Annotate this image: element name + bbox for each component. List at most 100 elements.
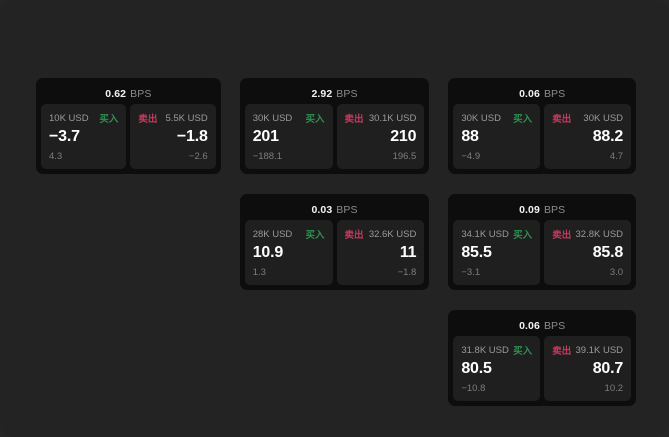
card-header: 0.06 BPS <box>453 315 631 336</box>
card-body: 34.1K USD 买入 85.5 −3.1 卖出 32.8 <box>453 220 632 285</box>
buy-price-row: 85.5 <box>461 243 532 263</box>
sell-tag: 卖出 <box>552 114 572 125</box>
buy-price: 201 <box>252 128 279 145</box>
sell-tag: 卖出 <box>552 346 572 357</box>
sell-delta-row: −2.6 <box>138 150 208 162</box>
buy-delta-row: 4.3 <box>49 150 118 162</box>
quote-card[interactable]: 0.06 BPS 30K USD 买入 88 −4.9 <box>448 78 637 174</box>
buy-delta: −4.9 <box>461 150 481 162</box>
buy-quantity-label: 30K USD <box>252 112 293 124</box>
sell-quantity-label: 30.1K USD <box>368 112 417 124</box>
bps-unit-label: BPS <box>336 87 358 100</box>
card-header: 0.03 BPS <box>245 199 425 220</box>
buy-price: 85.5 <box>461 244 492 261</box>
quote-board: 0.62 BPS 10K USD 买入 −3.7 4.3 <box>36 78 637 406</box>
sell-tag: 卖出 <box>344 230 364 241</box>
sell-panel-top: 卖出 39.1K USD <box>552 344 624 358</box>
bps-value: 0.06 <box>519 87 540 100</box>
sell-panel[interactable]: 卖出 32.8K USD 85.8 3.0 <box>544 220 632 285</box>
sell-quantity-label: 5.5K USD <box>165 112 208 124</box>
card-body: 28K USD 买入 10.9 1.3 卖出 32.6K U <box>244 220 425 285</box>
card-body: 31.8K USD 买入 80.5 −10.8 卖出 39. <box>453 336 632 401</box>
bps-value: 0.09 <box>519 203 540 216</box>
buy-delta-row: 1.3 <box>253 266 325 278</box>
buy-price: 10.9 <box>252 244 284 261</box>
buy-tag: 买入 <box>99 114 119 125</box>
buy-panel[interactable]: 28K USD 买入 10.9 1.3 <box>244 220 333 285</box>
card-body: 30K USD 买入 201 −188.1 卖出 30.1K <box>244 104 425 169</box>
buy-quantity-label: 28K USD <box>252 228 293 240</box>
buy-delta: 1.3 <box>252 266 266 278</box>
bps-value: 0.06 <box>519 319 540 332</box>
buy-delta: 4.3 <box>49 150 63 162</box>
bps-unit-label: BPS <box>130 87 152 100</box>
sell-price-row: 11 <box>345 243 417 263</box>
sell-price: 88.2 <box>592 128 624 145</box>
sell-tag: 卖出 <box>138 114 158 125</box>
sell-panel-top: 卖出 5.5K USD <box>138 112 208 126</box>
buy-price: 80.5 <box>461 360 492 377</box>
sell-panel-top: 卖出 32.6K USD <box>344 228 417 242</box>
sell-panel[interactable]: 卖出 39.1K USD 80.7 10.2 <box>544 336 632 401</box>
quote-column-3: 0.06 BPS 30K USD 买入 88 −4.9 <box>448 78 637 406</box>
sell-delta-row: 4.7 <box>552 150 623 162</box>
sell-delta-row: 3.0 <box>552 266 623 278</box>
bps-value: 0.03 <box>311 203 333 216</box>
sell-panel[interactable]: 卖出 5.5K USD −1.8 −2.6 <box>130 104 216 169</box>
quote-card[interactable]: 0.06 BPS 31.8K USD 买入 80.5 −10.8 <box>448 310 637 406</box>
bps-value: 2.92 <box>311 87 333 100</box>
buy-price-row: 201 <box>253 127 325 147</box>
sell-quantity-label: 39.1K USD <box>575 344 624 356</box>
sell-tag: 卖出 <box>552 230 572 241</box>
buy-price: −3.7 <box>49 128 80 145</box>
buy-price-row: 80.5 <box>461 359 532 379</box>
buy-price-row: 10.9 <box>253 243 325 263</box>
sell-panel-top: 卖出 32.8K USD <box>552 228 623 242</box>
buy-quantity-label: 30K USD <box>461 112 501 124</box>
buy-panel[interactable]: 30K USD 买入 201 −188.1 <box>244 104 333 169</box>
buy-panel[interactable]: 31.8K USD 买入 80.5 −10.8 <box>453 336 541 401</box>
quote-card[interactable]: 0.03 BPS 28K USD 买入 10.9 1.3 <box>239 194 430 290</box>
quote-card[interactable]: 0.09 BPS 34.1K USD 买入 85.5 −3.1 <box>448 194 637 290</box>
quote-card[interactable]: 0.62 BPS 10K USD 买入 −3.7 4.3 <box>36 78 221 174</box>
buy-panel-top: 28K USD 买入 <box>252 228 325 242</box>
sell-panel[interactable]: 卖出 30.1K USD 210 196.5 <box>336 104 425 169</box>
buy-panel[interactable]: 30K USD 买入 88 −4.9 <box>453 104 541 169</box>
sell-delta: −1.8 <box>397 266 417 278</box>
card-header: 0.06 BPS <box>453 83 631 104</box>
buy-price-row: 88 <box>461 127 532 147</box>
card-header: 0.09 BPS <box>453 199 631 220</box>
buy-delta: −188.1 <box>252 150 283 162</box>
sell-delta: −2.6 <box>188 150 208 162</box>
buy-tag: 买入 <box>305 114 325 125</box>
bps-unit-label: BPS <box>543 319 566 332</box>
sell-price: 80.7 <box>592 360 624 377</box>
buy-delta-row: −3.1 <box>461 266 532 278</box>
sell-price-row: −1.8 <box>138 127 208 147</box>
buy-delta-row: −188.1 <box>253 150 325 162</box>
sell-panel-top: 卖出 30K USD <box>552 112 623 126</box>
sell-panel-top: 卖出 30.1K USD <box>344 112 417 126</box>
sell-price-row: 210 <box>345 127 416 147</box>
sell-tag: 卖出 <box>344 114 364 125</box>
sell-delta: 10.2 <box>604 382 624 394</box>
buy-price-row: −3.7 <box>49 127 118 147</box>
buy-panel[interactable]: 10K USD 买入 −3.7 4.3 <box>41 104 127 169</box>
quote-column-1: 0.62 BPS 10K USD 买入 −3.7 4.3 <box>36 78 221 174</box>
buy-tag: 买入 <box>513 346 533 357</box>
sell-panel[interactable]: 卖出 30K USD 88.2 4.7 <box>544 104 632 169</box>
buy-panel-top: 30K USD 买入 <box>252 112 325 126</box>
buy-panel-top: 10K USD 买入 <box>49 112 119 126</box>
card-header: 2.92 BPS <box>245 83 425 104</box>
quote-card[interactable]: 2.92 BPS 30K USD 买入 201 −188.1 <box>239 78 430 174</box>
buy-delta-row: −4.9 <box>461 150 532 162</box>
sell-price: 11 <box>399 244 417 261</box>
buy-panel-top: 31.8K USD 买入 <box>461 344 533 358</box>
quote-column-2: 2.92 BPS 30K USD 买入 201 −188.1 <box>239 78 430 290</box>
card-header: 0.62 BPS <box>41 83 216 104</box>
buy-panel[interactable]: 34.1K USD 买入 85.5 −3.1 <box>453 220 541 285</box>
sell-panel[interactable]: 卖出 32.6K USD 11 −1.8 <box>336 220 425 285</box>
buy-delta: −10.8 <box>461 382 486 394</box>
sell-delta: 196.5 <box>392 150 417 162</box>
sell-price-row: 88.2 <box>552 127 624 147</box>
